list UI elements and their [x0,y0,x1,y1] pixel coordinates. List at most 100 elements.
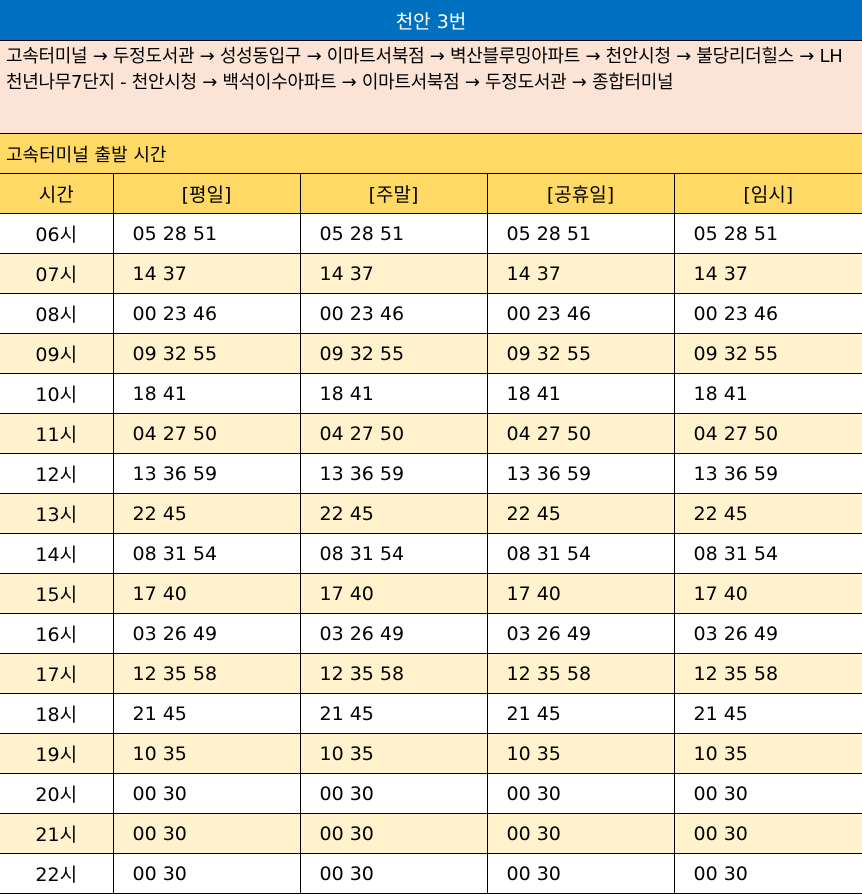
table-row: 07시 14 37 14 37 14 37 14 37 [0,253,862,294]
times-cell-weekend: 17 40 [299,573,488,614]
times-cell-weekend: 05 28 51 [299,213,488,254]
times-cell-holiday: 13 36 59 [486,453,675,494]
hour-cell: 20시 [0,773,114,814]
hour-cell: 14시 [0,533,114,574]
times-cell-weekday: 00 30 [112,813,301,854]
header-row: 시간 [평일] [주말] [공휴일] [임시] [0,174,862,214]
times-cell-weekday: 03 26 49 [112,613,301,654]
times-cell-weekday: 13 36 59 [112,453,301,494]
times-cell-holiday: 03 26 49 [486,613,675,654]
times-cell-weekday: 09 32 55 [112,333,301,374]
times-cell-weekend: 09 32 55 [299,333,488,374]
times-cell-weekend: 12 35 58 [299,653,488,694]
hour-cell: 11시 [0,413,114,454]
times-cell-holiday: 10 35 [486,733,675,774]
hour-cell: 16시 [0,613,114,654]
hour-cell: 07시 [0,253,114,294]
table-row: 16시 03 26 49 03 26 49 03 26 49 03 26 49 [0,613,862,654]
table-row: 19시 10 35 10 35 10 35 10 35 [0,733,862,774]
times-cell-holiday: 00 30 [486,853,675,894]
section-label: 고속터미널 출발 시간 [0,134,862,174]
times-cell-holiday: 12 35 58 [486,653,675,694]
table-row: 14시 08 31 54 08 31 54 08 31 54 08 31 54 [0,533,862,574]
hour-cell: 06시 [0,213,114,254]
times-cell-temporary: 00 23 46 [673,293,862,334]
times-cell-holiday: 04 27 50 [486,413,675,454]
times-cell-temporary: 00 30 [673,773,862,814]
times-cell-weekend: 03 26 49 [299,613,488,654]
times-cell-temporary: 04 27 50 [673,413,862,454]
times-cell-temporary: 21 45 [673,693,862,734]
times-cell-weekday: 22 45 [112,493,301,534]
times-cell-holiday: 14 37 [486,253,675,294]
times-cell-holiday: 21 45 [486,693,675,734]
times-cell-weekend: 00 30 [299,813,488,854]
times-cell-temporary: 05 28 51 [673,213,862,254]
page-title: 천안 3번 [0,0,862,41]
times-cell-holiday: 09 32 55 [486,333,675,374]
times-cell-temporary: 22 45 [673,493,862,534]
hour-cell: 18시 [0,693,114,734]
table-row: 09시 09 32 55 09 32 55 09 32 55 09 32 55 [0,333,862,374]
hour-cell: 19시 [0,733,114,774]
table-row: 08시 00 23 46 00 23 46 00 23 46 00 23 46 [0,293,862,334]
times-cell-temporary: 17 40 [673,573,862,614]
times-cell-weekend: 13 36 59 [299,453,488,494]
times-cell-weekday: 00 30 [112,773,301,814]
hour-cell: 08시 [0,293,114,334]
table-row: 10시 18 41 18 41 18 41 18 41 [0,373,862,414]
times-cell-holiday: 18 41 [486,373,675,414]
hour-cell: 09시 [0,333,114,374]
times-cell-holiday: 00 30 [486,773,675,814]
times-cell-weekday: 00 30 [112,853,301,894]
times-cell-weekday: 10 35 [112,733,301,774]
times-cell-weekday: 18 41 [112,373,301,414]
hour-cell: 13시 [0,493,114,534]
times-cell-weekday: 05 28 51 [112,213,301,254]
times-cell-weekday: 12 35 58 [112,653,301,694]
hour-cell: 15시 [0,573,114,614]
times-cell-holiday: 17 40 [486,573,675,614]
times-cell-weekend: 08 31 54 [299,533,488,574]
times-cell-temporary: 00 30 [673,813,862,854]
table-row: 20시 00 30 00 30 00 30 00 30 [0,773,862,814]
header-weekend: [주말] [299,174,488,214]
route-description: 고속터미널 → 두정도서관 → 성성동입구 → 이마트서북점 → 벽산블루밍아파… [0,41,862,134]
times-cell-temporary: 14 37 [673,253,862,294]
times-cell-holiday: 22 45 [486,493,675,534]
hour-cell: 17시 [0,653,114,694]
hour-cell: 12시 [0,453,114,494]
times-cell-weekend: 00 30 [299,773,488,814]
table-row: 17시 12 35 58 12 35 58 12 35 58 12 35 58 [0,653,862,694]
times-cell-holiday: 08 31 54 [486,533,675,574]
timetable: 시간 [평일] [주말] [공휴일] [임시] 06시 05 28 51 05 28… [0,174,862,894]
times-cell-temporary: 03 26 49 [673,613,862,654]
times-cell-temporary: 00 30 [673,853,862,894]
times-cell-weekend: 21 45 [299,693,488,734]
table-row: 18시 21 45 21 45 21 45 21 45 [0,693,862,734]
times-cell-weekend: 10 35 [299,733,488,774]
times-cell-holiday: 00 30 [486,813,675,854]
hour-cell: 21시 [0,813,114,854]
times-cell-weekend: 22 45 [299,493,488,534]
times-cell-holiday: 00 23 46 [486,293,675,334]
times-cell-weekend: 00 23 46 [299,293,488,334]
table-row: 22시 00 30 00 30 00 30 00 30 [0,853,862,894]
table-row: 13시 22 45 22 45 22 45 22 45 [0,493,862,534]
header-holiday: [공휴일] [486,174,675,214]
times-cell-weekday: 00 23 46 [112,293,301,334]
times-cell-weekday: 14 37 [112,253,301,294]
times-cell-weekday: 08 31 54 [112,533,301,574]
table-row: 21시 00 30 00 30 00 30 00 30 [0,813,862,854]
header-hour: 시간 [0,174,114,214]
hour-cell: 22시 [0,853,114,894]
times-cell-weekend: 00 30 [299,853,488,894]
times-cell-weekend: 18 41 [299,373,488,414]
table-row: 12시 13 36 59 13 36 59 13 36 59 13 36 59 [0,453,862,494]
header-weekday: [평일] [112,174,301,214]
times-cell-temporary: 09 32 55 [673,333,862,374]
hour-cell: 10시 [0,373,114,414]
times-cell-weekday: 17 40 [112,573,301,614]
times-cell-weekday: 04 27 50 [112,413,301,454]
